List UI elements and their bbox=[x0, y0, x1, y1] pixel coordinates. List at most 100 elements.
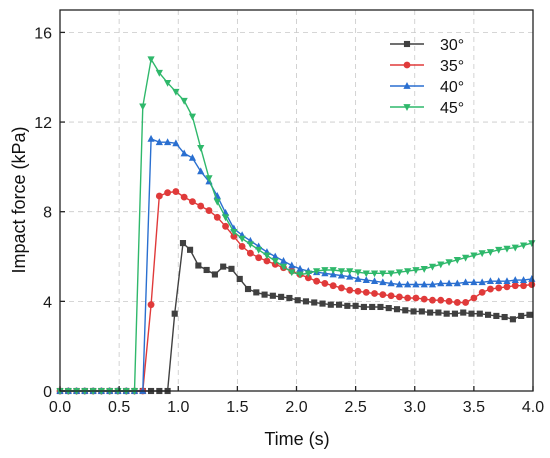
data-point bbox=[412, 280, 420, 288]
data-point bbox=[470, 252, 478, 260]
data-point bbox=[288, 269, 296, 277]
y-tick-label: 12 bbox=[34, 115, 52, 132]
data-point bbox=[429, 296, 436, 304]
x-axis-label: Time (s) bbox=[264, 429, 329, 449]
data-point bbox=[188, 153, 197, 161]
data-point bbox=[437, 279, 445, 287]
grid bbox=[60, 10, 533, 391]
data-point bbox=[255, 246, 263, 254]
data-point bbox=[428, 280, 437, 288]
series-4 bbox=[56, 56, 536, 395]
y-tick-label: 16 bbox=[34, 25, 52, 42]
data-point bbox=[263, 257, 271, 265]
data-point bbox=[487, 285, 494, 293]
data-point bbox=[470, 294, 478, 302]
data-point bbox=[501, 313, 508, 321]
data-point bbox=[495, 284, 503, 292]
data-point bbox=[279, 263, 288, 271]
x-tick-label: 1.5 bbox=[226, 399, 248, 416]
x-tick-label: 1.0 bbox=[167, 399, 189, 416]
legend-marker bbox=[403, 61, 411, 69]
data-point bbox=[470, 278, 478, 286]
ticks: 0.0 0.5 1.0 1.5 2.0 2.5 3.0 3.5 4.0 0 4 8 12 16 bbox=[34, 25, 544, 416]
data-point bbox=[519, 242, 528, 250]
data-point bbox=[362, 270, 370, 278]
data-point bbox=[228, 265, 235, 272]
data-point bbox=[278, 293, 285, 300]
data-point bbox=[263, 252, 271, 260]
x-tick-label: 4.0 bbox=[522, 399, 544, 416]
data-point bbox=[313, 277, 321, 285]
data-point bbox=[155, 138, 163, 146]
data-point bbox=[346, 268, 354, 276]
data-point bbox=[139, 103, 147, 111]
data-point bbox=[518, 312, 525, 319]
data-point bbox=[155, 192, 163, 200]
data-point bbox=[155, 69, 163, 77]
data-point bbox=[445, 259, 453, 267]
data-point bbox=[189, 198, 196, 206]
data-point bbox=[304, 270, 312, 278]
data-point bbox=[520, 282, 527, 290]
data-point bbox=[195, 262, 202, 269]
data-point bbox=[164, 189, 172, 197]
data-point bbox=[213, 213, 221, 221]
data-point bbox=[503, 245, 511, 253]
data-point bbox=[302, 298, 310, 305]
data-point bbox=[171, 310, 178, 317]
series-3 bbox=[56, 134, 536, 394]
data-point bbox=[377, 303, 384, 311]
data-point bbox=[221, 214, 230, 222]
data-point bbox=[387, 279, 395, 287]
y-axis-label: Impact force (kPa) bbox=[9, 126, 29, 273]
data-point bbox=[255, 254, 263, 262]
data-point bbox=[387, 270, 395, 278]
data-point bbox=[269, 292, 276, 299]
data-point bbox=[371, 290, 378, 297]
data-point bbox=[286, 294, 293, 302]
data-point bbox=[147, 56, 155, 64]
data-point bbox=[412, 294, 420, 302]
x-tick-label: 3.5 bbox=[463, 399, 485, 416]
data-point bbox=[230, 232, 238, 240]
data-point bbox=[180, 193, 188, 201]
data-point bbox=[172, 88, 180, 96]
data-point bbox=[164, 138, 172, 146]
data-point bbox=[511, 282, 519, 290]
data-point bbox=[213, 198, 221, 206]
data-point bbox=[197, 167, 205, 175]
data-point bbox=[238, 243, 246, 250]
data-point bbox=[344, 302, 351, 309]
data-point bbox=[337, 268, 346, 276]
data-point bbox=[495, 246, 503, 254]
data-point bbox=[412, 267, 420, 274]
legend-marker bbox=[403, 40, 411, 48]
data-point bbox=[246, 249, 254, 257]
data-point bbox=[319, 300, 326, 307]
data-point bbox=[420, 265, 428, 273]
data-point bbox=[410, 308, 417, 315]
data-point bbox=[427, 309, 434, 316]
series-line bbox=[60, 137, 532, 392]
series-line bbox=[60, 190, 532, 392]
data-point bbox=[495, 277, 503, 285]
data-point bbox=[238, 235, 246, 243]
data-point bbox=[205, 175, 213, 183]
legend-item: 45° bbox=[390, 100, 464, 117]
data-point bbox=[180, 97, 188, 105]
legend-item: 30° bbox=[390, 37, 464, 54]
y-tick-label: 4 bbox=[43, 294, 52, 311]
data-point bbox=[329, 267, 337, 274]
data-point bbox=[485, 311, 492, 318]
data-point bbox=[197, 144, 205, 152]
y-tick-label: 0 bbox=[43, 384, 52, 401]
data-point bbox=[197, 202, 205, 210]
data-point bbox=[279, 257, 288, 264]
data-point bbox=[261, 291, 268, 298]
data-point bbox=[478, 288, 486, 296]
legend: 30° 35° 40° 45° bbox=[390, 37, 464, 117]
data-point bbox=[362, 276, 370, 283]
data-point bbox=[246, 241, 254, 249]
data-point bbox=[271, 258, 279, 265]
data-point bbox=[519, 276, 528, 283]
